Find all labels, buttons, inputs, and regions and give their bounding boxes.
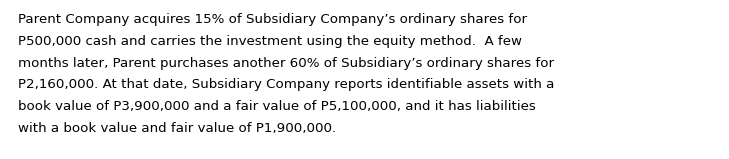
Text: P2,160,000. At that date, Subsidiary Company reports identifiable assets with a: P2,160,000. At that date, Subsidiary Com… — [18, 78, 554, 91]
Text: with a book value and fair value of P1,900,000.: with a book value and fair value of P1,9… — [18, 122, 336, 135]
Text: P500,000 cash and carries the investment using the equity method.  A few: P500,000 cash and carries the investment… — [18, 35, 522, 48]
Text: months later, Parent purchases another 60% of Subsidiary’s ordinary shares for: months later, Parent purchases another 6… — [18, 57, 554, 70]
Text: Parent Company acquires 15% of Subsidiary Company’s ordinary shares for: Parent Company acquires 15% of Subsidiar… — [18, 13, 527, 26]
Text: book value of P3,900,000 and a fair value of P5,100,000, and it has liabilities: book value of P3,900,000 and a fair valu… — [18, 100, 536, 113]
